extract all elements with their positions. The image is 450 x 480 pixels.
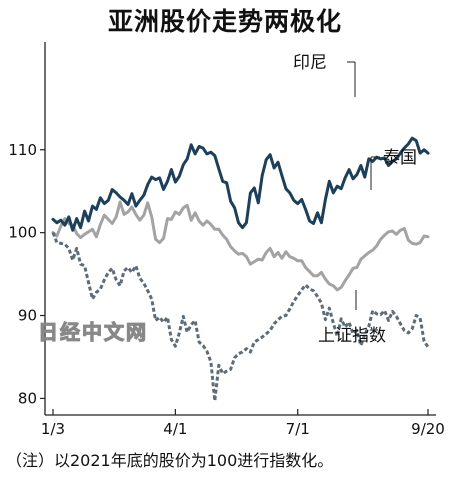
- x-tick-label: 9/20: [411, 420, 445, 438]
- series-line-indonesia: [51, 136, 430, 232]
- y-tick-label: 100: [8, 224, 37, 242]
- x-tick-label: 4/1: [163, 420, 187, 438]
- y-tick-label: 110: [8, 141, 37, 159]
- x-tick-label: 1/3: [41, 420, 65, 438]
- series-line-thailand: [51, 200, 430, 292]
- x-tick-label: 7/1: [286, 420, 310, 438]
- series-label-thailand: 泰国: [383, 148, 417, 168]
- series-lines: [51, 136, 430, 403]
- series-labels: 印尼 泰国 上证指数: [293, 53, 417, 346]
- series-label-indonesia: 印尼: [293, 53, 327, 73]
- chart-title: 亚洲股价走势两极化: [107, 7, 342, 36]
- chart-axes: [44, 42, 436, 416]
- y-tick-label: 80: [18, 389, 37, 407]
- series-line-shanghai: [51, 232, 430, 403]
- watermark-logo: 日经中文网: [38, 320, 148, 344]
- y-tick-label: 90: [18, 307, 37, 325]
- series-label-shanghai: 上证指数: [318, 326, 386, 346]
- chart-footnote: （注）以2021年底的股价为100进行指数化。: [6, 451, 334, 470]
- axis-ticks: 80 90 100 110 1/3 4/1 7/1 9/20: [8, 141, 444, 438]
